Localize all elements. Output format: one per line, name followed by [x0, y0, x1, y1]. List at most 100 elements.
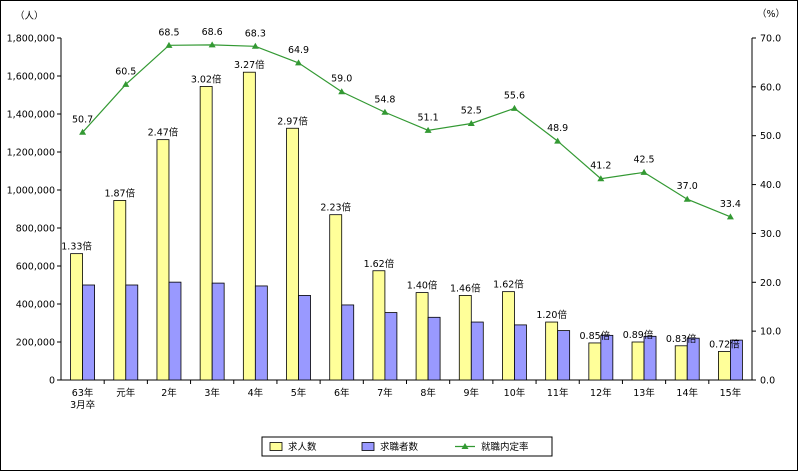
job-openings-bar: [415, 292, 429, 381]
job-seekers-bar: [168, 281, 182, 381]
placement-rate-data-label: 68.5: [158, 27, 179, 38]
job-seekers-bar: [427, 316, 441, 381]
placement-rate-marker: [295, 59, 303, 66]
placement-rate-marker: [726, 213, 734, 220]
left-axis-tick-label: 1,600,000: [7, 72, 55, 83]
left-axis-unit: （人）: [15, 10, 44, 22]
placement-rate-data-label: 68.6: [202, 27, 223, 38]
job-openings-bar: [631, 341, 645, 381]
ratio-data-label: 0.72倍: [709, 339, 740, 351]
placement-rate-data-label: 48.9: [547, 123, 568, 134]
placement-rate-marker: [165, 41, 173, 48]
job-openings-bar: [113, 200, 127, 381]
x-axis-tick-label: 15年: [720, 387, 742, 399]
placement-rate-data-label: 55.6: [504, 90, 525, 101]
job-openings-bar: [199, 86, 213, 381]
job-seekers-bar: [341, 304, 355, 381]
left-axis-tick-label: 200,000: [16, 338, 55, 349]
ratio-data-label: 3.27倍: [234, 59, 265, 71]
right-axis-tick-label: 70.0: [760, 34, 781, 45]
job-openings-bar: [286, 127, 299, 381]
x-axis-tick-label: 3年: [204, 387, 220, 399]
job-openings-bar: [718, 351, 731, 381]
left-axis-tick-label: 1,800,000: [7, 34, 55, 45]
left-axis-tick-label: 1,200,000: [7, 148, 55, 159]
ratio-data-label: 1.40倍: [407, 280, 438, 292]
job-openings-bar: [502, 291, 515, 381]
placement-rate-data-label: 54.8: [374, 94, 395, 105]
left-axis-tick-label: 800,000: [16, 224, 55, 235]
placement-rate-marker: [467, 120, 475, 126]
job-seekers-bar: [254, 285, 268, 381]
ratio-data-label: 0.89倍: [623, 329, 654, 341]
job-seekers-bar: [211, 282, 225, 381]
placement-rate-marker: [79, 128, 87, 135]
placement-rate-marker: [251, 42, 259, 49]
right-axis-tick-label: 50.0: [760, 131, 781, 142]
placement-rate-data-label: 41.2: [590, 161, 611, 172]
placement-rate-data-label: 52.5: [461, 106, 482, 117]
x-axis-tick-label: 9年: [464, 387, 480, 399]
ratio-data-label: 1.87倍: [104, 187, 135, 199]
job-openings-bar: [458, 295, 472, 381]
job-openings-bar: [545, 321, 559, 381]
ratio-data-label: 0.83倍: [666, 333, 697, 345]
job-seekers-bar: [125, 284, 139, 381]
placement-rate-data-label: 64.9: [288, 45, 309, 56]
legend-marker-placement-rate: [461, 443, 469, 449]
job-seekers-bar: [730, 339, 743, 381]
ratio-data-label: 2.47倍: [148, 127, 179, 139]
x-axis-tick-label: 4年: [248, 387, 264, 399]
job-seekers-bar: [298, 295, 311, 381]
x-axis-tick-label: 5年: [291, 387, 307, 399]
job-openings-bar: [372, 270, 386, 381]
ratio-data-label: 3.02倍: [191, 73, 222, 85]
placement-rate-marker: [122, 80, 130, 87]
placement-rate-marker: [381, 108, 389, 115]
legend-frame: [261, 436, 553, 457]
placement-rate-data-label: 68.3: [245, 28, 266, 39]
job-openings-bar: [588, 342, 602, 381]
placement-rate-marker: [640, 168, 648, 175]
x-axis-tick-label: 7年: [377, 387, 393, 399]
ratio-data-label: 1.20倍: [536, 309, 567, 321]
job-seekers-bar: [470, 321, 484, 381]
placement-rate-marker: [208, 41, 216, 48]
left-axis-tick-label: 1,000,000: [7, 186, 55, 197]
x-axis-tick-label: 63年 3月卒: [70, 387, 95, 411]
right-axis-tick-label: 60.0: [760, 82, 781, 93]
legend-label: 就職内定率: [481, 441, 529, 453]
x-axis-tick-label: 11年: [547, 387, 569, 399]
placement-rate-data-label: 42.5: [633, 154, 654, 165]
placement-rate-marker: [338, 88, 346, 95]
ratio-data-label: 0.85倍: [580, 330, 611, 342]
placement-rate-data-label: 51.1: [418, 112, 439, 123]
job-seekers-bar: [686, 337, 700, 381]
job-openings-bar: [242, 71, 256, 381]
legend-label: 求人数: [288, 441, 317, 453]
ratio-data-label: 1.46倍: [450, 282, 481, 294]
job-openings-bar: [674, 345, 688, 381]
left-axis-tick-label: 400,000: [16, 300, 55, 311]
right-axis-unit: （%）: [757, 8, 785, 20]
x-axis-tick-label: 2年: [161, 387, 177, 399]
left-axis-tick-label: 600,000: [16, 262, 55, 273]
job-seekers-bar: [384, 312, 398, 381]
right-axis-tick-label: 40.0: [760, 180, 781, 191]
job-openings-bar: [70, 253, 83, 381]
job-openings-bar: [329, 214, 343, 381]
x-axis-tick-label: 元年: [116, 387, 136, 399]
x-axis-tick-label: 13年: [633, 387, 655, 399]
x-axis-tick-label: 6年: [334, 387, 350, 399]
placement-rate-marker: [424, 126, 432, 133]
legend-swatch-job-seekers: [361, 442, 375, 451]
placement-rate-data-label: 37.0: [677, 181, 698, 192]
ratio-data-label: 2.97倍: [277, 115, 308, 127]
left-axis-tick-label: 0: [49, 376, 55, 387]
placement-rate-data-label: 50.7: [72, 114, 93, 125]
placement-rate-marker: [510, 104, 518, 111]
job-seekers-bar: [514, 324, 527, 381]
legend-swatch-job-openings: [269, 442, 283, 451]
ratio-data-label: 1.62倍: [493, 279, 524, 291]
